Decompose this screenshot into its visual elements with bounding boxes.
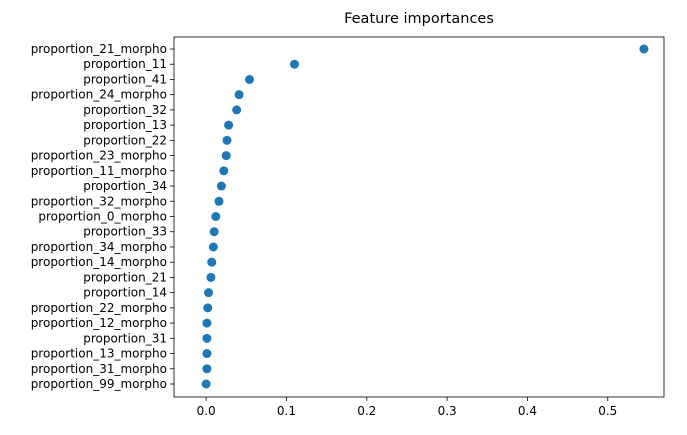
x-tick-label: 0.5 bbox=[598, 404, 617, 418]
y-tick-label: proportion_21_morpho bbox=[31, 42, 167, 56]
y-tick-label: proportion_32 bbox=[83, 103, 167, 117]
x-tick-label: 0.1 bbox=[277, 404, 296, 418]
y-tick-label: proportion_41 bbox=[83, 72, 167, 86]
data-point bbox=[639, 44, 649, 54]
data-point bbox=[202, 364, 212, 374]
x-tick-label: 0.4 bbox=[518, 404, 537, 418]
y-tick-label: proportion_11 bbox=[83, 57, 167, 71]
y-tick-label: proportion_34_morpho bbox=[31, 240, 167, 254]
x-axis: 0.0 0.1 0.2 0.3 0.4 0.5 bbox=[197, 397, 617, 418]
y-axis: proportion_21_morphoproportion_11proport… bbox=[31, 42, 174, 391]
y-tick-label: proportion_99_morpho bbox=[31, 377, 167, 391]
data-point bbox=[222, 135, 232, 145]
data-point bbox=[245, 74, 255, 84]
y-tick-label: proportion_34 bbox=[83, 179, 167, 193]
plot-area-frame bbox=[173, 36, 665, 398]
data-point bbox=[203, 303, 213, 313]
y-tick-label: proportion_22 bbox=[83, 133, 167, 147]
data-point bbox=[214, 196, 224, 206]
data-point bbox=[216, 181, 226, 191]
data-point bbox=[202, 333, 212, 343]
data-point bbox=[224, 120, 234, 130]
y-tick-label: proportion_33 bbox=[83, 225, 167, 239]
y-tick-label: proportion_11_morpho bbox=[31, 164, 167, 178]
y-tick-label: proportion_23_morpho bbox=[31, 149, 167, 163]
y-tick-label: proportion_24_morpho bbox=[31, 88, 167, 102]
y-tick-label: proportion_13 bbox=[83, 118, 167, 132]
data-point bbox=[208, 242, 218, 252]
y-tick-label: proportion_14_morpho bbox=[31, 255, 167, 269]
y-tick-label: proportion_14 bbox=[83, 286, 167, 300]
y-tick-label: proportion_0_morpho bbox=[38, 210, 167, 224]
y-tick-label: proportion_21 bbox=[83, 270, 167, 284]
y-tick-label: proportion_13_morpho bbox=[31, 347, 167, 361]
y-tick-label: proportion_22_morpho bbox=[31, 301, 167, 315]
data-point bbox=[289, 59, 299, 69]
data-point bbox=[211, 212, 221, 221]
data-points bbox=[201, 44, 649, 389]
data-point bbox=[221, 151, 231, 161]
x-tick-label: 0.3 bbox=[438, 404, 457, 418]
data-point bbox=[202, 318, 212, 328]
x-tick-label: 0.2 bbox=[357, 404, 376, 418]
x-tick-label: 0.0 bbox=[197, 404, 216, 418]
data-point bbox=[202, 349, 212, 359]
data-point bbox=[209, 227, 219, 237]
data-point bbox=[204, 288, 214, 298]
data-point bbox=[234, 90, 244, 100]
data-point bbox=[232, 105, 242, 115]
y-tick-label: proportion_31_morpho bbox=[31, 362, 167, 376]
data-point bbox=[201, 379, 211, 389]
y-tick-label: proportion_12_morpho bbox=[31, 316, 167, 330]
data-point bbox=[206, 272, 216, 282]
y-tick-label: proportion_31 bbox=[83, 331, 167, 345]
data-point bbox=[207, 257, 217, 267]
y-tick-label: proportion_32_morpho bbox=[31, 194, 167, 208]
chart-title: Feature importances bbox=[344, 11, 494, 27]
data-point bbox=[219, 166, 229, 176]
